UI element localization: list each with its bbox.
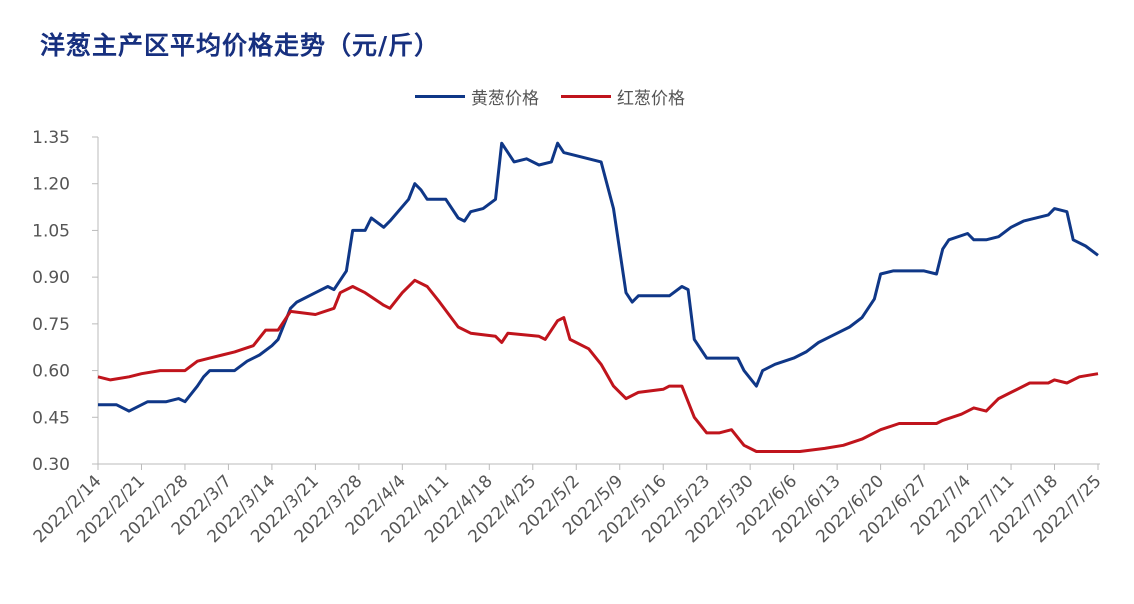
y-tick-label: 0.45: [32, 408, 70, 428]
y-tick-label: 0.75: [32, 315, 70, 335]
y-tick-label: 1.05: [32, 221, 70, 241]
legend: 黄葱价格 红葱价格: [415, 84, 685, 109]
chart-title: 洋葱主产区平均价格走势（元/斤）: [40, 31, 441, 60]
legend-swatch-yellow-onion: [415, 95, 465, 98]
legend-swatch-red-onion: [561, 95, 611, 98]
y-tick-label: 0.60: [32, 362, 70, 382]
y-tick-label: 1.20: [32, 175, 70, 195]
legend-item-yellow-onion: 黄葱价格: [415, 84, 539, 109]
legend-label-red-onion: 红葱价格: [617, 89, 685, 109]
legend-item-red-onion: 红葱价格: [561, 84, 685, 109]
legend-label-yellow-onion: 黄葱价格: [471, 89, 539, 109]
y-tick-label: 0.90: [32, 268, 70, 288]
y-tick-label: 1.35: [32, 128, 70, 148]
series-line-yellow-onion: [98, 141, 1099, 413]
y-tick-label: 0.30: [32, 455, 70, 475]
series-line-red-onion: [97, 278, 1099, 453]
